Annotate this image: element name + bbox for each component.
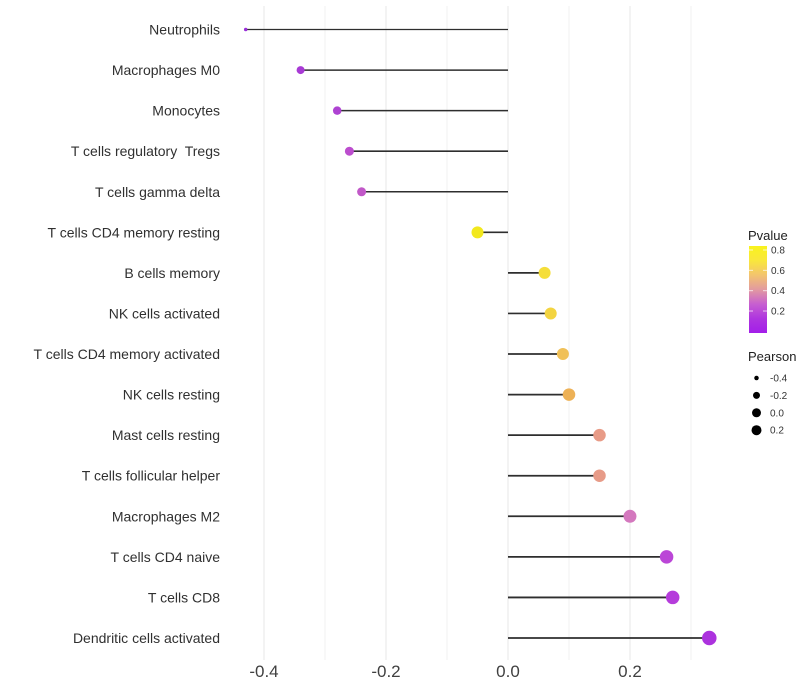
category-label: Macrophages M2 [112,508,220,524]
pvalue-tick-label: 0.4 [771,286,785,297]
pvalue-tick-label: 0.6 [771,266,785,277]
x-tick-label: -0.2 [371,662,400,681]
pearson-legend-dot [752,408,761,418]
category-label: T cells CD4 naive [111,549,221,565]
category-label: T cells regulatory Tregs [71,143,220,159]
category-label: Mast cells resting [112,427,220,443]
category-label: T cells follicular helper [82,468,221,484]
pvalue-legend-title: Pvalue [748,228,788,243]
lollipop-dot [665,590,680,605]
category-label: Macrophages M0 [112,62,220,78]
lollipop-dot [556,348,569,361]
lollipop-dot [702,630,717,646]
x-tick-label: 0.0 [496,662,520,681]
pvalue-tick-label: 0.2 [771,307,785,318]
lollipop-dot [593,428,606,442]
x-tick-label: -0.4 [249,662,278,681]
category-label: T cells CD4 memory activated [34,346,220,362]
pearson-legend-title: Pearson [748,349,796,364]
category-label: NK cells activated [109,305,220,321]
pvalue-tick-label: 0.8 [771,246,785,257]
lollipop-dot [344,146,354,156]
pvalue-colorbar [749,246,767,333]
pearson-legend-dot [753,391,760,399]
pearson-legend-dot [754,375,759,381]
category-label: T cells CD4 memory resting [48,224,220,240]
pearson-legend-label: 0.2 [770,426,784,437]
category-label: Neutrophils [149,22,220,38]
category-label: T cells CD8 [148,589,220,605]
pearson-legend-dot [751,425,762,436]
lollipop-dot [623,509,637,523]
lollipop-dot [296,66,305,75]
lollipop-dot [538,266,551,279]
pearson-legend-label: -0.2 [770,391,788,402]
lollipop-dot [562,388,576,401]
lollipop-dot [593,469,606,482]
x-tick-label: 0.2 [618,662,642,681]
category-label: T cells gamma delta [95,184,220,200]
lollipop-dot [243,27,248,32]
category-label: NK cells resting [123,387,220,403]
category-label: Monocytes [152,103,220,119]
lollipop-dot [471,226,484,239]
lollipop-dot [659,550,674,564]
lollipop-dot [332,106,342,115]
pearson-legend-label: -0.4 [770,374,788,385]
lollipop-dot [544,307,557,320]
category-label: Dendritic cells activated [73,630,220,646]
pearson-legend-label: 0.0 [770,408,784,419]
category-label: B cells memory [124,265,220,281]
lollipop-dot [357,187,367,197]
